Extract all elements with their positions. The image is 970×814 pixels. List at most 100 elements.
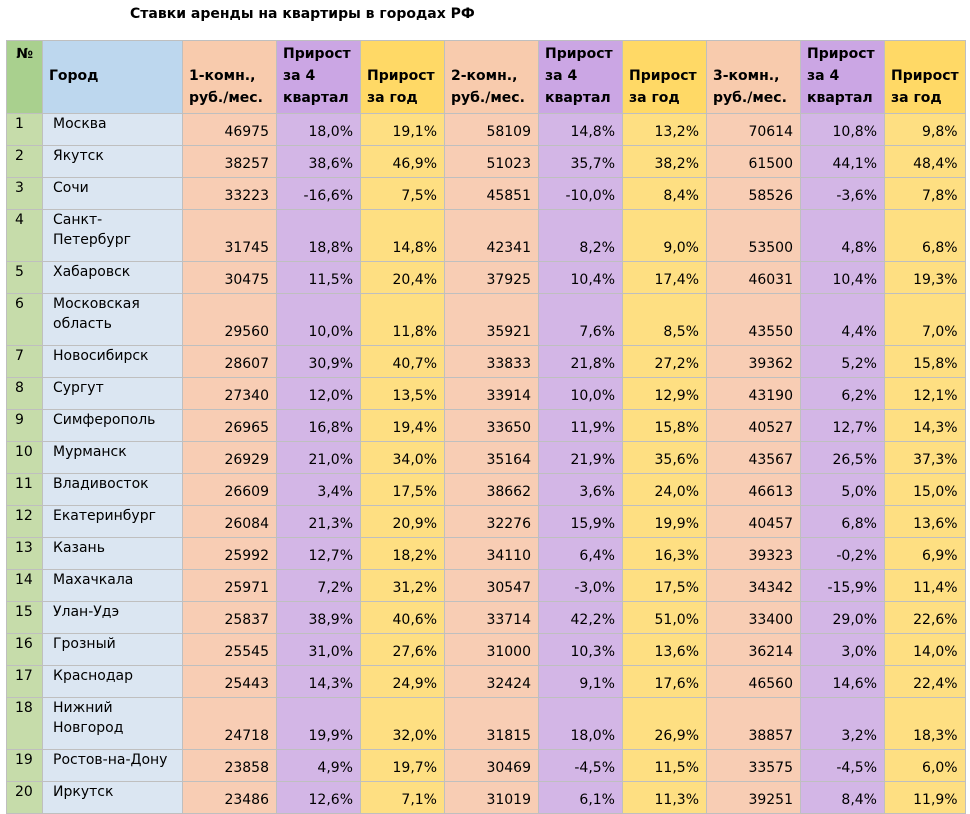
price-1room: 33223 xyxy=(182,177,277,210)
year-growth-3room: 15,0% xyxy=(884,473,966,506)
page-title: Ставки аренды на квартиры в городах РФ xyxy=(130,6,475,22)
row-number: 8 xyxy=(6,377,43,410)
quarter-growth-1room: 21,0% xyxy=(276,441,361,474)
year-growth-3room: 15,8% xyxy=(884,345,966,378)
city-name: Якутск xyxy=(42,145,183,178)
year-growth-3room: 19,3% xyxy=(884,261,966,294)
price-2room: 30469 xyxy=(444,749,539,782)
price-3room: 33575 xyxy=(706,749,801,782)
header-quarter-growth-1room: Прирост за 4 квартал xyxy=(276,40,361,114)
quarter-growth-3room: -4,5% xyxy=(800,749,885,782)
city-name: Санкт-Петербург xyxy=(42,209,183,262)
quarter-growth-1room: 38,6% xyxy=(276,145,361,178)
year-growth-1room: 7,5% xyxy=(360,177,445,210)
row-number: 4 xyxy=(6,209,43,262)
price-2room: 37925 xyxy=(444,261,539,294)
price-3room: 53500 xyxy=(706,209,801,262)
year-growth-1room: 7,1% xyxy=(360,781,445,814)
table-row: 12 Екатеринбург 26084 21,3% 20,9% 32276 15,9% 1… xyxy=(6,505,966,538)
row-number: 18 xyxy=(6,697,43,750)
price-2room: 32424 xyxy=(444,665,539,698)
quarter-growth-3room: 5,2% xyxy=(800,345,885,378)
price-1room: 25443 xyxy=(182,665,277,698)
table-row: 1 Москва 46975 18,0% 19,1% 58109 14,8% 13,2% 706… xyxy=(6,113,966,146)
quarter-growth-2room: 35,7% xyxy=(538,145,623,178)
quarter-growth-2room: 7,6% xyxy=(538,293,623,346)
year-growth-3room: 48,4% xyxy=(884,145,966,178)
price-1room: 23858 xyxy=(182,749,277,782)
price-2room: 33914 xyxy=(444,377,539,410)
table-row: 19 Ростов-на-Дону 23858 4,9% 19,7% 30469 -4,5%… xyxy=(6,749,966,782)
quarter-growth-2room: 10,0% xyxy=(538,377,623,410)
table-row: 9 Симферополь 26965 16,8% 19,4% 33650 11,9% 15,… xyxy=(6,409,966,442)
year-growth-1room: 32,0% xyxy=(360,697,445,750)
table-row: 7 Новосибирск 28607 30,9% 40,7% 33833 21,8% 27,… xyxy=(6,345,966,378)
table-row: 3 Сочи 33223 -16,6% 7,5% 45851 -10,0% 8,4% 58526… xyxy=(6,177,966,210)
quarter-growth-2room: 11,9% xyxy=(538,409,623,442)
quarter-growth-3room: 44,1% xyxy=(800,145,885,178)
city-name: Хабаровск xyxy=(42,261,183,294)
year-growth-3room: 22,6% xyxy=(884,601,966,634)
price-1room: 24718 xyxy=(182,697,277,750)
price-1room: 25545 xyxy=(182,633,277,666)
quarter-growth-1room: 3,4% xyxy=(276,473,361,506)
year-growth-1room: 27,6% xyxy=(360,633,445,666)
price-3room: 46560 xyxy=(706,665,801,698)
quarter-growth-1room: 11,5% xyxy=(276,261,361,294)
price-2room: 34110 xyxy=(444,537,539,570)
price-2room: 51023 xyxy=(444,145,539,178)
quarter-growth-3room: 10,8% xyxy=(800,113,885,146)
year-growth-1room: 46,9% xyxy=(360,145,445,178)
table-row: 17 Краснодар 25443 14,3% 24,9% 32424 9,1% 17,6%… xyxy=(6,665,966,698)
price-1room: 31745 xyxy=(182,209,277,262)
quarter-growth-2room: -10,0% xyxy=(538,177,623,210)
price-1room: 28607 xyxy=(182,345,277,378)
year-growth-3room: 14,3% xyxy=(884,409,966,442)
table-row: 15 Улан-Удэ 25837 38,9% 40,6% 33714 42,2% 51,0%… xyxy=(6,601,966,634)
year-growth-2room: 16,3% xyxy=(622,537,707,570)
quarter-growth-1room: 38,9% xyxy=(276,601,361,634)
quarter-growth-2room: 6,1% xyxy=(538,781,623,814)
price-2room: 35164 xyxy=(444,441,539,474)
rent-table: № Город 1-комн., руб./мес. Прирост за 4 … xyxy=(6,40,966,814)
price-1room: 26084 xyxy=(182,505,277,538)
quarter-growth-2room: 21,9% xyxy=(538,441,623,474)
row-number: 1 xyxy=(6,113,43,146)
city-name: Сочи xyxy=(42,177,183,210)
quarter-growth-1room: 12,0% xyxy=(276,377,361,410)
header-year-growth-2room: Прирост за год xyxy=(622,40,707,114)
price-2room: 32276 xyxy=(444,505,539,538)
quarter-growth-3room: 10,4% xyxy=(800,261,885,294)
table-row: 6 Московская область 29560 10,0% 11,8% 35921 7… xyxy=(6,293,966,346)
city-name: Улан-Удэ xyxy=(42,601,183,634)
quarter-growth-1room: 10,0% xyxy=(276,293,361,346)
year-growth-3room: 7,0% xyxy=(884,293,966,346)
price-3room: 33400 xyxy=(706,601,801,634)
header-price-2room: 2-комн., руб./мес. xyxy=(444,40,539,114)
year-growth-1room: 19,1% xyxy=(360,113,445,146)
price-3room: 58526 xyxy=(706,177,801,210)
quarter-growth-3room: 6,2% xyxy=(800,377,885,410)
year-growth-2room: 9,0% xyxy=(622,209,707,262)
year-growth-1room: 17,5% xyxy=(360,473,445,506)
year-growth-3room: 22,4% xyxy=(884,665,966,698)
price-3room: 46031 xyxy=(706,261,801,294)
city-name: Казань xyxy=(42,537,183,570)
year-growth-3room: 14,0% xyxy=(884,633,966,666)
table-row: 5 Хабаровск 30475 11,5% 20,4% 37925 10,4% 17,4%… xyxy=(6,261,966,294)
year-growth-2room: 35,6% xyxy=(622,441,707,474)
city-name: Ростов-на-Дону xyxy=(42,749,183,782)
quarter-growth-3room: 12,7% xyxy=(800,409,885,442)
header-year-growth-1room: Прирост за год xyxy=(360,40,445,114)
quarter-growth-1room: 7,2% xyxy=(276,569,361,602)
price-3room: 43550 xyxy=(706,293,801,346)
year-growth-1room: 24,9% xyxy=(360,665,445,698)
price-2room: 42341 xyxy=(444,209,539,262)
year-growth-2room: 38,2% xyxy=(622,145,707,178)
year-growth-2room: 27,2% xyxy=(622,345,707,378)
row-number: 10 xyxy=(6,441,43,474)
row-number: 19 xyxy=(6,749,43,782)
table-row: 2 Якутск 38257 38,6% 46,9% 51023 35,7% 38,2% 615… xyxy=(6,145,966,178)
row-number: 5 xyxy=(6,261,43,294)
quarter-growth-1room: 31,0% xyxy=(276,633,361,666)
